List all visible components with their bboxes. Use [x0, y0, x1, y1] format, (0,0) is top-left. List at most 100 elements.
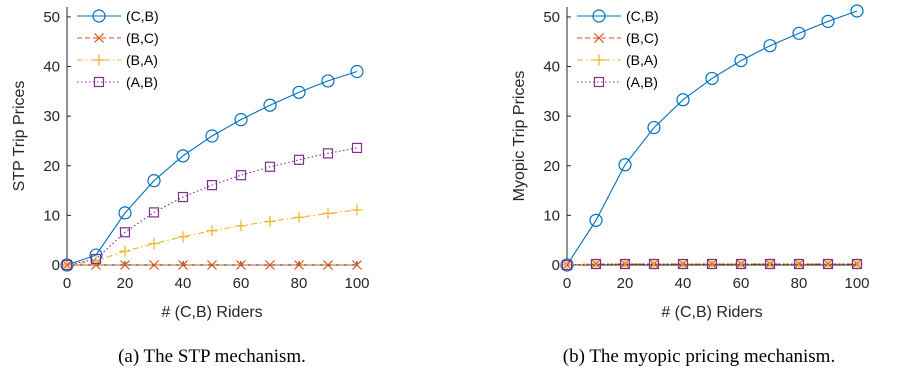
data-point [206, 180, 218, 191]
y-axis-label: STP Trip Prices [11, 81, 28, 192]
series-(A,B) [61, 142, 363, 271]
data-point [177, 191, 189, 203]
x-tick-label: 60 [733, 275, 750, 292]
data-point [118, 206, 132, 220]
x-tick-label: 40 [675, 275, 692, 292]
data-point [589, 213, 603, 227]
figure-caption: (a) The STP mechanism. [118, 346, 306, 367]
data-point [322, 207, 334, 219]
x-tick-label: 0 [63, 275, 71, 292]
x-tick-label: 20 [617, 275, 634, 292]
data-point [235, 170, 247, 181]
series-line [566, 10, 858, 266]
data-point [292, 85, 306, 99]
data-point [149, 260, 159, 270]
y-tick-label: 10 [43, 207, 60, 224]
data-point [705, 71, 719, 86]
legend-marker [594, 33, 604, 43]
data-point [264, 215, 276, 227]
data-point [61, 259, 73, 271]
data-point [119, 245, 131, 257]
legend: (C,B) (B,C) (B,A) (A,B) [77, 8, 159, 90]
data-point [706, 258, 718, 270]
data-point [293, 211, 305, 223]
legend-marker [592, 9, 606, 23]
x-tick-label: 100 [844, 275, 869, 292]
data-point [647, 120, 661, 135]
data-point [148, 238, 160, 250]
y-tick-label: 30 [543, 108, 560, 125]
y-tick-label: 20 [543, 158, 560, 175]
series-(C,B) [560, 4, 864, 272]
data-point [236, 260, 246, 270]
data-point [176, 149, 190, 163]
data-point [648, 258, 660, 270]
data-point [234, 113, 248, 127]
legend-label: (A,B) [626, 74, 658, 90]
data-point [177, 231, 189, 243]
x-tick-label: 40 [175, 275, 192, 292]
data-point [822, 258, 834, 270]
y-tick-label: 10 [543, 207, 560, 224]
x-tick-label: 100 [344, 275, 369, 292]
figure-caption: (b) The myopic pricing mechanism. [563, 346, 835, 367]
legend-label: (B,A) [626, 52, 658, 68]
legend-label: (C,B) [126, 8, 159, 24]
y-tick-label: 50 [43, 9, 60, 26]
data-point [619, 258, 631, 270]
data-point [676, 93, 690, 107]
data-point [590, 258, 602, 270]
data-point [90, 253, 102, 265]
x-axis-label: # (C,B) Riders [661, 304, 762, 321]
chart-panel-b: 0 20 40 60 80 100 0 10 20 30 40 50 # (C,B) Riders Myo… [511, 4, 870, 367]
series-line [66, 70, 358, 266]
data-point [735, 258, 747, 270]
x-tick-label: 80 [291, 275, 308, 292]
legend-label: (B,C) [626, 30, 659, 46]
legend-marker [93, 76, 105, 88]
data-point [352, 260, 362, 270]
series-line [66, 147, 358, 266]
data-point [322, 148, 334, 159]
data-point [90, 255, 102, 267]
y-tick-label: 20 [43, 158, 60, 175]
legend-marker [593, 76, 605, 88]
data-point [561, 259, 573, 271]
data-point [323, 260, 333, 270]
legend-label: (A,B) [126, 74, 158, 90]
data-point [119, 227, 131, 238]
legend-label: (B,A) [126, 52, 158, 68]
x-tick-label: 20 [117, 275, 134, 292]
series-(A,B) [561, 258, 863, 271]
x-axis-label: # (C,B) Riders [161, 304, 262, 321]
data-point [294, 260, 304, 270]
y-tick-label: 0 [552, 257, 560, 274]
data-point [206, 225, 218, 237]
y-tick-label: 40 [43, 59, 60, 76]
data-point [207, 260, 217, 270]
x-tick-label: 80 [791, 275, 808, 292]
data-point [734, 53, 748, 68]
legend: (C,B) (B,C) (B,A) (A,B) [577, 8, 659, 90]
legend-marker [92, 9, 106, 23]
y-tick-label: 30 [43, 108, 60, 125]
data-point [677, 258, 689, 270]
series-line [566, 263, 857, 266]
data-point [735, 258, 747, 270]
y-tick-label: 40 [543, 59, 560, 76]
data-point [350, 64, 364, 79]
series-line [66, 209, 358, 266]
legend-marker [94, 33, 104, 43]
legend-marker [93, 54, 105, 66]
data-point [321, 74, 335, 88]
data-point [648, 258, 660, 270]
data-point [264, 161, 276, 172]
data-point [763, 39, 777, 53]
legend-label: (C,B) [626, 8, 659, 24]
data-point [293, 154, 305, 165]
data-point [351, 204, 363, 216]
legend-label: (B,C) [126, 30, 159, 46]
data-point [619, 258, 631, 270]
x-tick-label: 60 [233, 275, 250, 292]
